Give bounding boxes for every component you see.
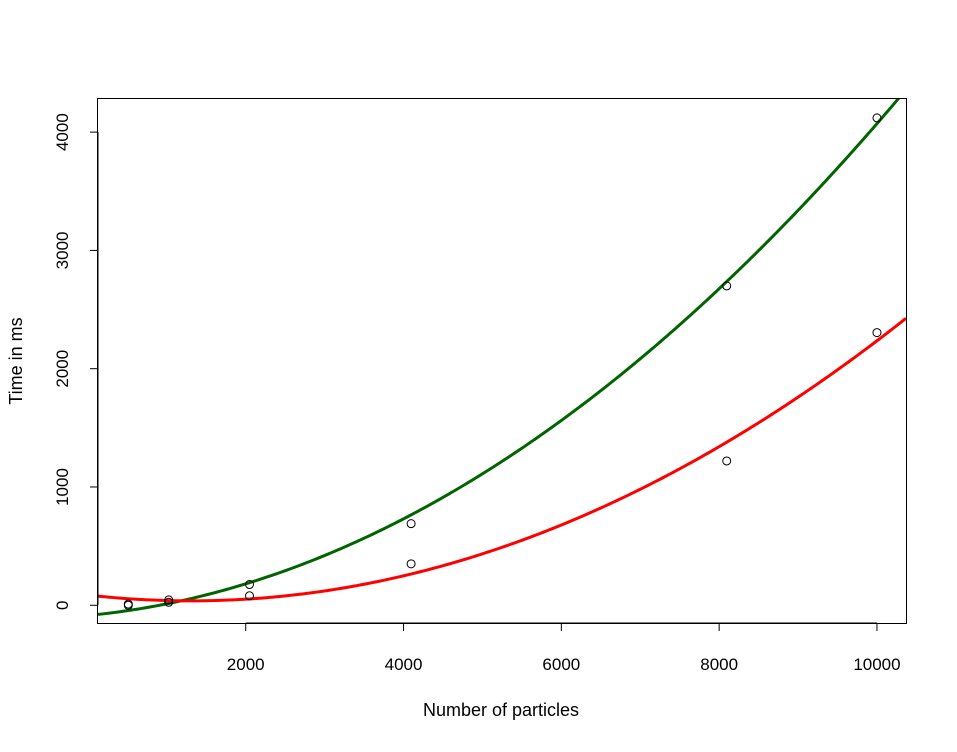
- data-point: [722, 456, 732, 466]
- x-tick-label: 6000: [542, 655, 580, 674]
- data-point: [406, 559, 416, 569]
- data-point: [872, 113, 882, 123]
- x-axis-label: Number of particles: [423, 700, 579, 720]
- data-point: [722, 281, 732, 291]
- y-tick-label: 3000: [53, 231, 72, 269]
- fitted-curves-layer: [98, 99, 906, 616]
- y-axis: 0 1000 2000 3000 4000: [53, 113, 99, 610]
- y-tick-label: 0: [53, 601, 72, 610]
- data-point: [164, 595, 174, 605]
- x-tick-label: 4000: [385, 655, 423, 674]
- fitted-curve-2: [98, 317, 906, 603]
- x-tick-label: 8000: [700, 655, 738, 674]
- data-points-layer: [123, 113, 882, 610]
- y-tick-label: 1000: [53, 468, 72, 506]
- y-tick-label: 2000: [53, 350, 72, 388]
- x-axis: 2000 4000 6000 8000 10000: [227, 622, 901, 674]
- data-point: [164, 597, 174, 607]
- data-point: [872, 328, 882, 338]
- y-axis-label: Time in ms: [6, 317, 26, 404]
- data-point: [406, 519, 416, 529]
- data-point: [245, 580, 254, 590]
- y-tick-label: 4000: [53, 113, 72, 151]
- x-tick-label: 10000: [853, 655, 900, 674]
- x-tick-label: 2000: [227, 655, 265, 674]
- data-point: [245, 591, 254, 601]
- fitted-curve-1: [98, 99, 901, 616]
- data-point: [123, 600, 133, 610]
- plot-frame: [97, 98, 907, 624]
